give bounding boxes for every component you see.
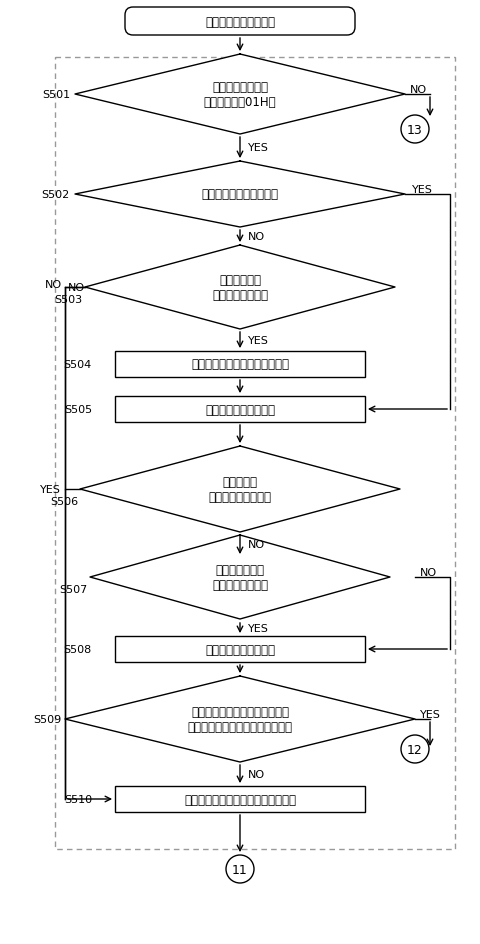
Text: 特別電動役物の
作動時間経過か？: 特別電動役物の 作動時間経過か？	[212, 564, 268, 591]
Text: ラウンド演出指定コマンド要求: ラウンド演出指定コマンド要求	[191, 358, 289, 371]
Bar	[115, 636, 365, 663]
Text: NO: NO	[248, 232, 265, 242]
Polygon shape	[75, 55, 405, 135]
Text: YES: YES	[248, 336, 269, 346]
Text: 特別電動役物作動開始: 特別電動役物作動開始	[205, 403, 275, 416]
Text: S510: S510	[64, 794, 92, 804]
Text: S501: S501	[42, 90, 70, 100]
Text: YES: YES	[412, 185, 433, 194]
Text: 13: 13	[407, 124, 423, 136]
Text: 12: 12	[407, 743, 423, 756]
Bar	[115, 351, 365, 378]
Text: S508: S508	[64, 645, 92, 654]
Text: S507: S507	[59, 584, 87, 595]
Text: NO: NO	[45, 279, 62, 290]
Text: S506: S506	[50, 497, 78, 507]
Text: 特別電動役物作動停止: 特別電動役物作動停止	[205, 643, 275, 656]
Polygon shape	[80, 447, 400, 532]
Text: NO: NO	[248, 539, 265, 549]
Bar	[115, 396, 365, 423]
Bar	[55, 58, 455, 849]
FancyBboxPatch shape	[125, 8, 355, 36]
Text: 特別電動役物遊技
ステイタス＝01H？: 特別電動役物遊技 ステイタス＝01H？	[204, 81, 276, 109]
Circle shape	[226, 855, 254, 883]
Polygon shape	[75, 161, 405, 228]
Text: 大入賞口に
最大入賞数入賞か？: 大入賞口に 最大入賞数入賞か？	[208, 476, 272, 503]
Text: S503: S503	[54, 295, 82, 305]
Text: 特別電動役物
作動開始時間か？: 特別電動役物 作動開始時間か？	[212, 274, 268, 302]
Text: S504: S504	[64, 360, 92, 370]
Text: NO: NO	[248, 769, 265, 779]
Polygon shape	[85, 245, 395, 329]
Text: YES: YES	[420, 709, 441, 719]
Text: 特別電動役物作動中か？: 特別電動役物作動中か？	[202, 188, 278, 201]
Text: S509: S509	[34, 715, 62, 724]
Text: 11: 11	[232, 863, 248, 876]
Text: S505: S505	[64, 405, 92, 414]
Bar	[115, 786, 365, 812]
Text: YES: YES	[248, 623, 269, 633]
Text: 特別電動役物の連続作動回数を更新: 特別電動役物の連続作動回数を更新	[184, 793, 296, 805]
Text: NO: NO	[420, 567, 437, 578]
Polygon shape	[65, 676, 415, 762]
Text: NO: NO	[68, 282, 85, 293]
Text: 特別電動役物の連続作動回数は
予め定められた回数に達したか？: 特別電動役物の連続作動回数は 予め定められた回数に達したか？	[188, 705, 292, 733]
Circle shape	[401, 116, 429, 143]
Text: S502: S502	[42, 190, 70, 200]
Text: NO: NO	[410, 85, 427, 95]
Text: 特別電動役物制御処理: 特別電動役物制御処理	[205, 15, 275, 28]
Text: YES: YES	[40, 484, 61, 495]
Text: YES: YES	[248, 143, 269, 153]
Polygon shape	[90, 535, 390, 619]
Circle shape	[401, 735, 429, 763]
